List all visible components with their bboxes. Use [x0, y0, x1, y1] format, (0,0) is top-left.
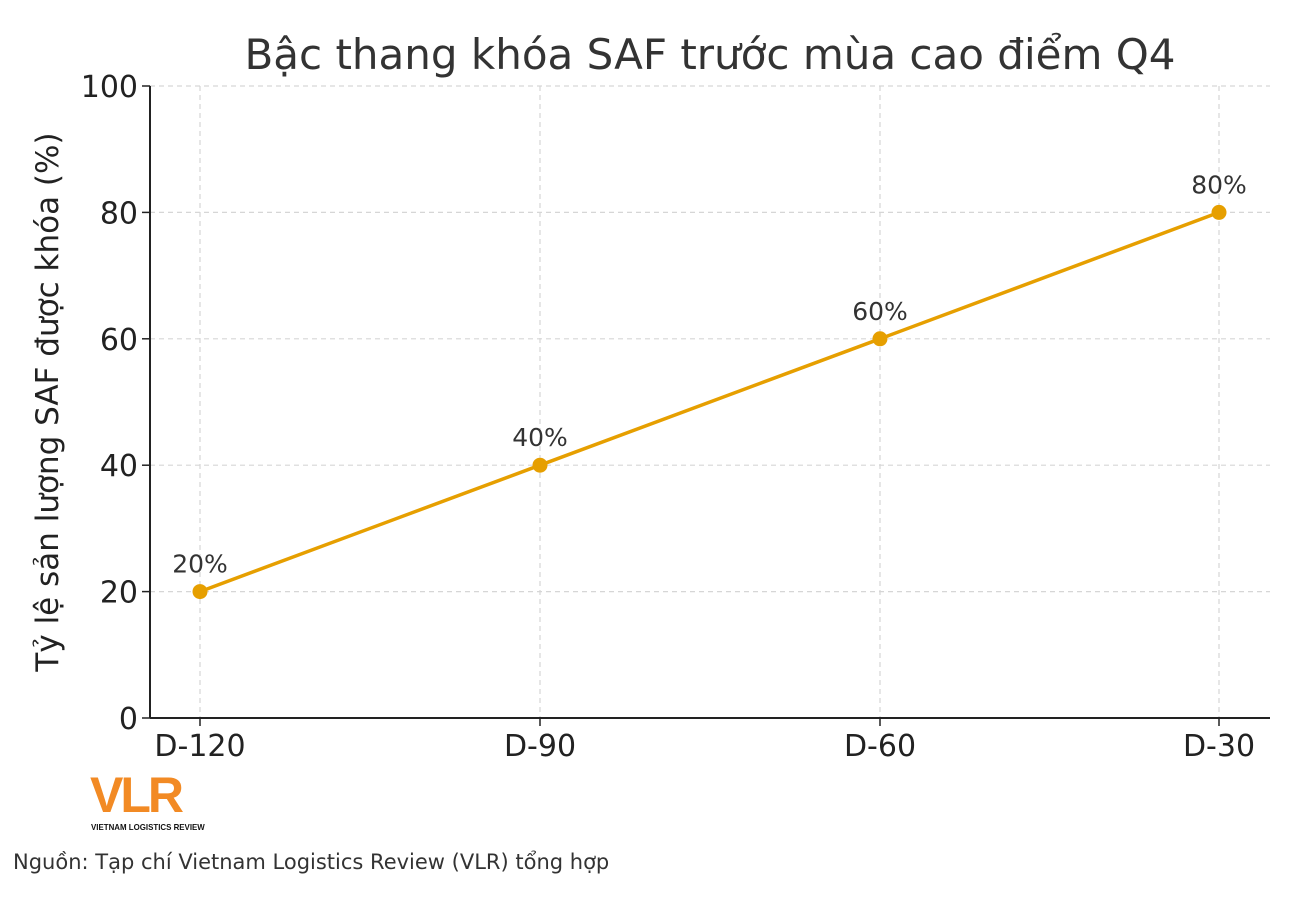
data-point — [192, 584, 208, 600]
series: 20% 40% 60% 80% — [172, 170, 1247, 600]
y-tick-label: 100 — [81, 70, 138, 105]
logo-subtitle: VIETNAM LOGISTICS REVIEW — [91, 822, 205, 832]
x-tick-label: D-60 — [844, 729, 916, 764]
y-axis-label: Tỷ lệ sản lượng SAF được khóa (%) — [30, 132, 66, 672]
data-label: 40% — [512, 423, 568, 452]
data-label: 80% — [1191, 170, 1247, 199]
data-label: 60% — [852, 297, 908, 326]
logo-mark: VLR — [90, 767, 184, 823]
chart-title: Bậc thang khóa SAF trước mùa cao điểm Q4 — [244, 30, 1175, 79]
data-label: 20% — [172, 550, 228, 579]
y-tick-label: 60 — [100, 323, 138, 358]
data-point — [1211, 204, 1227, 220]
x-tick-label: D-120 — [154, 729, 245, 764]
y-tick-label: 80 — [100, 196, 138, 231]
x-tick-label: D-90 — [504, 729, 576, 764]
axes: 0 20 40 60 80 100 D-120 D-90 D-60 D-30 — [81, 70, 1270, 764]
data-point — [872, 331, 888, 347]
y-tick-label: 0 — [119, 702, 138, 737]
source-note: Nguồn: Tạp chí Vietnam Logistics Review … — [13, 850, 610, 874]
y-tick-label: 20 — [100, 576, 138, 611]
y-tick-label: 40 — [100, 449, 138, 484]
data-point — [532, 457, 548, 473]
series-line — [199, 210, 1220, 594]
x-tick-label: D-30 — [1183, 729, 1255, 764]
vlr-logo: VLR VIETNAM LOGISTICS REVIEW — [88, 770, 208, 834]
